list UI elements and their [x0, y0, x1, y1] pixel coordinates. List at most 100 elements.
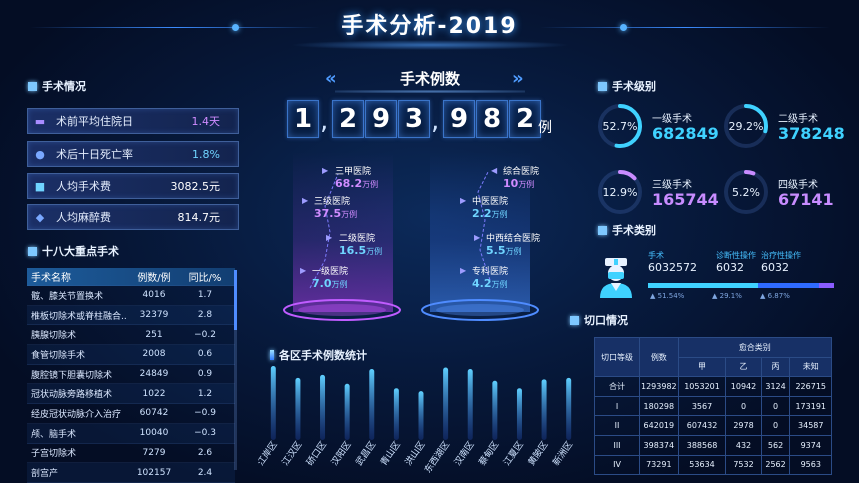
status-value: 1.8%	[192, 147, 220, 161]
category-bar-segment	[819, 283, 834, 288]
surgery-count-cell: 24849	[139, 369, 169, 380]
incision-cell: 388568	[677, 434, 727, 456]
bar-category-label: 江夏区	[501, 439, 526, 467]
category-label: 手术	[648, 251, 664, 260]
incision-cell: 0	[760, 415, 791, 436]
wallet-icon: ■	[34, 179, 46, 193]
incision-cell: 0	[725, 395, 762, 417]
bar	[566, 377, 572, 440]
surgery-yoy-cell: 2.4	[197, 467, 213, 478]
surgery-yoy-cell: 0.6	[197, 349, 213, 360]
table-row: 胰腺切除术 251 −0.2	[27, 325, 235, 346]
grade-percent: 52.7%	[603, 120, 638, 133]
hospital-item-left-1: 三级医院 37.5万例	[314, 194, 357, 220]
incision-cell: 3124	[760, 376, 791, 397]
status-value: 1.4天	[191, 115, 221, 128]
incision-subheader-row: 甲 乙 丙 未知	[595, 356, 832, 378]
grade-name: 一级手术	[652, 114, 692, 125]
bar-category-label: 江岸区	[258, 439, 280, 467]
category-item-therapeutic: 治疗性操作 6032	[761, 250, 801, 274]
title-underline	[335, 90, 525, 93]
hospital-name: 中医医院	[472, 197, 509, 207]
category-label: 诊断性操作	[716, 251, 756, 260]
hospital-value: 68.2万例	[335, 177, 379, 190]
key-surgeries-header: 十八大重点手术	[28, 243, 119, 259]
grade-ring: 5.2%	[724, 170, 768, 214]
header-line-right	[540, 27, 830, 28]
hospital-item-right-1: 中医医院 2.2万例	[472, 194, 508, 220]
status-value: 814.7元	[177, 211, 221, 224]
incision-cell: III	[594, 434, 640, 456]
bar	[320, 374, 326, 440]
digit: 1	[287, 100, 319, 138]
surgery-name-cell: 冠状动脉旁路移植术	[31, 390, 113, 401]
bar-category-label: 青山区	[378, 439, 403, 468]
district-chart-title: 各区手术例数统计	[279, 349, 367, 362]
incision-cell: 398374	[639, 434, 679, 456]
hospital-level-column	[293, 152, 393, 312]
chevron-left-icon: «	[325, 68, 337, 89]
col-header-yoy: 同比/%	[188, 273, 222, 284]
grade-ring: 52.7%	[598, 104, 642, 148]
hospital-item-right-2: 中西结合医院 5.5万例	[486, 231, 540, 257]
grade-item-3: 12.9% 三级手术 165744	[596, 164, 724, 220]
pointer-icon: ▶	[460, 196, 467, 205]
hospital-connectors	[283, 171, 539, 321]
digit: 9	[443, 100, 475, 138]
hospital-value: 10万例	[503, 177, 535, 190]
hospital-name: 专科医院	[472, 267, 509, 277]
surgery-category-title: 手术类别	[612, 224, 656, 237]
medicine-icon: ◆	[35, 210, 45, 224]
grade-name: 三级手术	[652, 180, 692, 191]
surgery-name-cell: 胰腺切除术	[31, 331, 77, 342]
incision-col-count: 例数	[639, 336, 679, 378]
category-value: 6032	[761, 261, 789, 274]
bar-category-label: 江汉区	[280, 439, 305, 467]
bar	[369, 368, 375, 440]
district-chart-header: 各区手术例数统计	[270, 347, 367, 363]
surgery-yoy-cell: −0.2	[194, 329, 216, 340]
incision-header: 切口情况	[570, 312, 628, 328]
incision-row: III 398374 388568 432 562 9374	[594, 434, 832, 456]
surgery-yoy-cell: 1.2	[197, 388, 213, 399]
bar	[541, 379, 547, 440]
header-line-left	[30, 27, 320, 28]
table-row: 腹腔镜下胆囊切除术 24849 0.9	[27, 365, 235, 385]
incision-subcol: 未知	[789, 356, 832, 378]
incision-subcol: 丙	[760, 356, 791, 378]
scrollbar-thumb[interactable]	[234, 270, 237, 330]
status-label: 人均麻醉费	[56, 211, 111, 224]
incision-row: IV 73291 53634 7532 2562 9563	[594, 454, 832, 476]
grade-percent: 5.2%	[732, 186, 760, 199]
incision-row: 合计 1293982 1053201 10942 3124 226715	[594, 376, 832, 397]
hospital-item-left-3: 一级医院 7.0万例	[312, 264, 348, 290]
incision-row: II 642019 607432 2978 0 34587	[594, 415, 832, 436]
header: 手术分析-2019	[0, 0, 859, 56]
grade-item-2: 29.2% 二级手术 378248	[722, 98, 850, 154]
surgery-name-cell: 剖宫产	[31, 469, 59, 480]
incision-cell: 1053201	[677, 376, 727, 397]
table-scrollbar[interactable]	[234, 270, 237, 470]
incision-cell: I	[594, 395, 640, 417]
status-label: 术前平均住院日	[56, 115, 133, 128]
digit: 2	[509, 100, 541, 138]
incision-row: I 180298 3567 0 0 173191	[594, 395, 832, 417]
incision-cell: 9374	[789, 434, 832, 456]
grade-percent: 29.2%	[729, 120, 764, 133]
case-count-title: 手术例数	[399, 70, 460, 88]
up-triangle-icon: ▲	[760, 292, 768, 300]
surgery-count-cell: 7279	[142, 447, 166, 458]
digit: 9	[365, 100, 397, 138]
up-triangle-icon: ▲	[650, 292, 658, 300]
incision-cell: II	[594, 415, 640, 436]
category-value: 6032572	[648, 261, 697, 274]
incision-subcol: 乙	[725, 356, 762, 378]
hospital-name: 三级医院	[314, 197, 351, 207]
category-percent-2: ▲ 6.87%	[760, 292, 790, 300]
grade-item-4: 5.2% 四级手术 67141	[722, 164, 850, 220]
bar-category-label: 东西湖区	[422, 439, 452, 475]
status-card-mortality: ● 术后十日死亡率 1.8%	[27, 141, 239, 167]
grade-name: 二级手术	[778, 114, 818, 125]
hospital-item-left-2: 二级医院 16.5万例	[339, 231, 382, 257]
